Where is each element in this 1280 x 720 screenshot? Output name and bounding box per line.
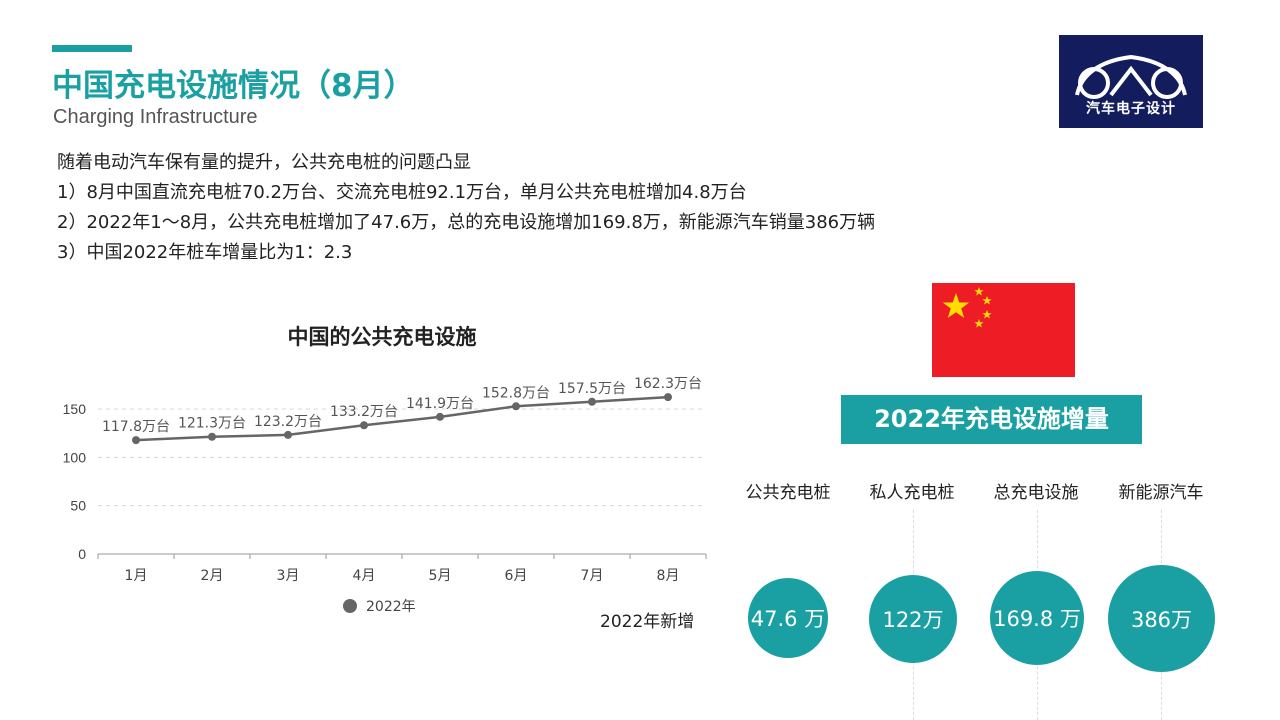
value-circle-public-charger: 47.6 万 (748, 578, 828, 658)
car-outline-icon (1075, 54, 1187, 99)
col-header-total-facilities: 总充电设施 (993, 483, 1079, 503)
y-tick-label: 150 (63, 401, 87, 417)
x-tick-label: 4月 (353, 568, 376, 584)
bullet-1: 1）8月中国直流充电桩70.2万台、交流充电桩92.1万台，单月公共充电桩增加4… (57, 182, 747, 203)
col-header-private-charger: 私人充电桩 (869, 483, 955, 503)
y-tick-label: 100 (63, 449, 87, 465)
bullet-3: 3）中国2022年桩车增量比为1：2.3 (57, 242, 353, 263)
legend-marker (343, 599, 357, 613)
y-tick-label: 0 (78, 546, 86, 562)
y-tick-label: 50 (70, 498, 86, 514)
brand-logo-text: 汽车电子设计 (1086, 101, 1176, 117)
china-flag-stars (942, 287, 992, 328)
value-circle-private-charger: 122万 (869, 575, 957, 663)
data-label: 141.9万台 (406, 396, 474, 412)
data-label: 157.5万台 (558, 381, 626, 397)
china-flag-icon (932, 283, 1075, 377)
data-point (284, 430, 292, 439)
increment-section-title: 2022年充电设施增量 (841, 395, 1142, 444)
data-label: 152.8万台 (482, 385, 550, 401)
value-circle-nev: 386万 (1108, 565, 1215, 672)
data-point (436, 412, 444, 421)
bullet-2: 2）2022年1～8月，公共充电桩增加了47.6万，总的充电设施增加169.8万… (57, 212, 876, 233)
bullet-intro: 随着电动汽车保有量的提升，公共充电桩的问题凸显 (57, 152, 471, 173)
data-label: 162.3万台 (634, 376, 702, 392)
title-accent-bar (52, 45, 132, 52)
series-line (135, 395, 669, 442)
col-header-public-charger: 公共充电桩 (745, 483, 831, 503)
brand-logo: 汽车电子设计 (1059, 35, 1203, 128)
value-circle-total-facilities: 169.8 万 (990, 571, 1084, 665)
row-label-2022-new: 2022年新增 (600, 612, 695, 632)
data-point (360, 421, 368, 430)
x-tick-label: 6月 (505, 568, 528, 584)
chart-title: 中国的公共充电设施 (288, 325, 477, 349)
x-tick-label: 7月 (581, 568, 604, 584)
data-label: 121.3万台 (178, 416, 246, 432)
data-label: 123.2万台 (254, 414, 322, 430)
page-title: 中国充电设施情况（8月） (52, 68, 415, 104)
x-tick-label: 8月 (657, 568, 680, 584)
x-tick-label: 5月 (429, 568, 452, 584)
x-tick-label: 3月 (277, 568, 300, 584)
col-header-nev: 新能源汽车 (1118, 483, 1204, 503)
legend-label: 2022年 (366, 599, 416, 615)
data-point (208, 432, 216, 441)
data-label: 133.2万台 (330, 404, 398, 420)
public-charging-line-chart: 中国的公共充电设施 0 50 100 150 1月 2月 3月 4月 5月 6月 7月 8月 117.8万… (63, 325, 707, 615)
data-label: 117.8万台 (102, 419, 170, 435)
x-tick-label: 1月 (125, 568, 148, 584)
data-point (132, 436, 140, 445)
data-point (588, 397, 596, 406)
x-tick-label: 2月 (201, 568, 224, 584)
data-point (664, 393, 672, 402)
summary-bullets: 随着电动汽车保有量的提升，公共充电桩的问题凸显 1）8月中国直流充电桩70.2万… (57, 148, 875, 268)
data-point (512, 402, 520, 411)
page-subtitle: Charging Infrastructure (53, 106, 258, 128)
